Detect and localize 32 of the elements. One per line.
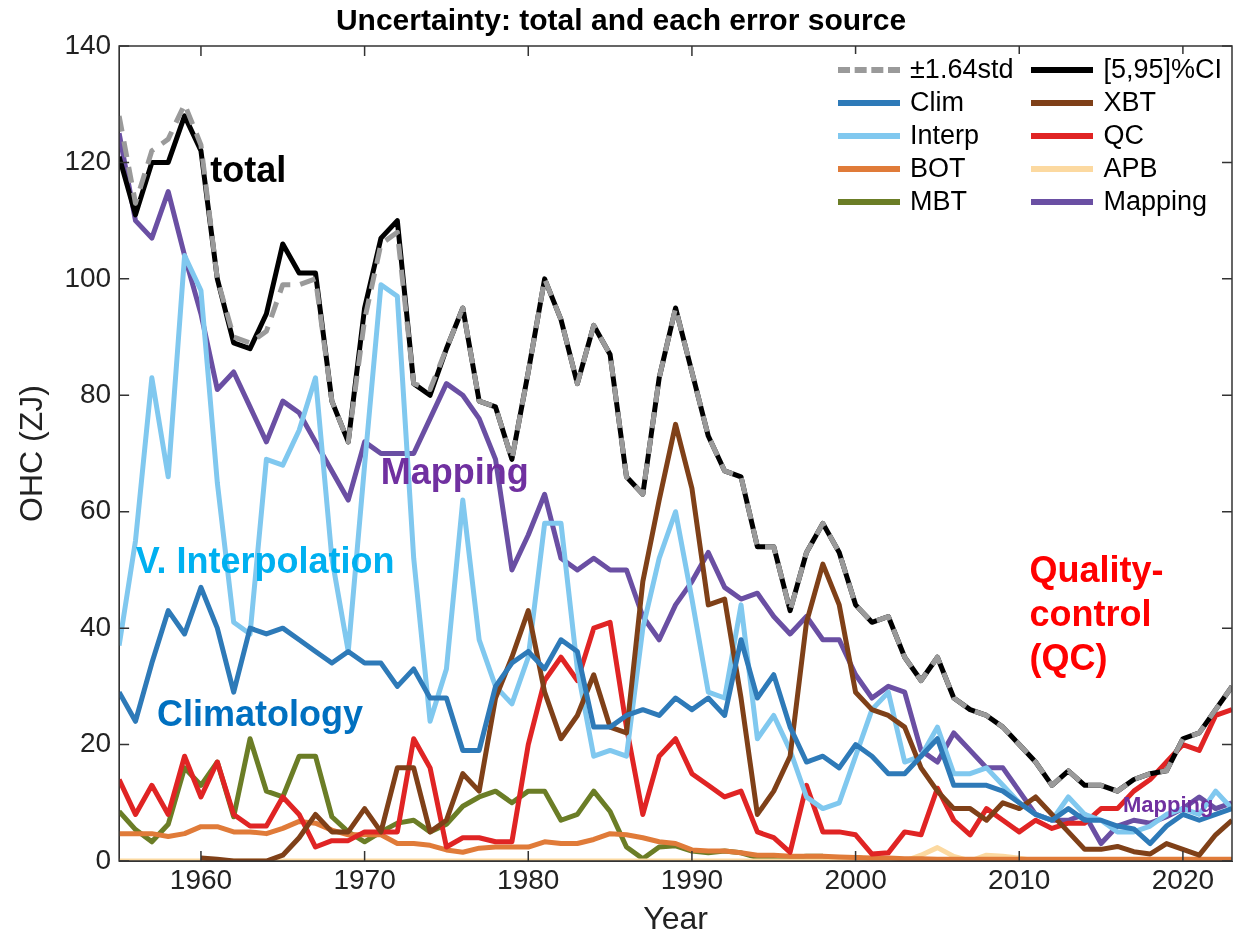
x-tick-label: 1960 bbox=[169, 863, 233, 895]
x-tick-label: 2010 bbox=[988, 863, 1051, 895]
x-tick-label: 2000 bbox=[824, 863, 887, 895]
y-tick-label: 140 bbox=[64, 28, 112, 60]
y-tick-label: 60 bbox=[79, 494, 112, 526]
legend-label: BOT bbox=[910, 153, 966, 184]
legend-label: Interp bbox=[910, 120, 980, 151]
y-tick-label: 80 bbox=[79, 378, 112, 409]
x-tick-label: 1980 bbox=[497, 863, 560, 895]
legend-label: [5,95]%CI bbox=[1103, 54, 1222, 85]
x-tick-label: 2020 bbox=[1151, 863, 1215, 895]
y-tick-label: 40 bbox=[79, 610, 112, 642]
annotation: Climatology bbox=[156, 692, 363, 734]
x-tick-label: 1970 bbox=[333, 863, 396, 895]
legend-label: Mapping bbox=[1103, 186, 1208, 217]
y-tick-label: 20 bbox=[79, 727, 112, 759]
y-tick-label: 0 bbox=[95, 843, 112, 875]
legend-label: APB bbox=[1103, 153, 1158, 184]
legend-label: XBT bbox=[1103, 87, 1156, 118]
x-tick-label: 1990 bbox=[660, 863, 724, 895]
y-axis-title: OHC (ZJ) bbox=[13, 385, 50, 522]
x-axis-title: Year bbox=[643, 899, 709, 936]
legend-label: QC bbox=[1103, 120, 1144, 151]
annotation: V. Interpolation bbox=[135, 540, 395, 582]
chart-title: Uncertainty: total and each error source bbox=[335, 3, 907, 37]
annotation: Quality-control (QC) bbox=[1029, 549, 1164, 679]
y-tick-label: 120 bbox=[64, 145, 112, 177]
annotation: total bbox=[210, 149, 287, 191]
legend-label: ±1.64std bbox=[910, 54, 1014, 85]
y-tick-label: 100 bbox=[64, 261, 112, 293]
legend-label: MBT bbox=[910, 186, 968, 217]
legend-label: Clim bbox=[910, 87, 965, 118]
